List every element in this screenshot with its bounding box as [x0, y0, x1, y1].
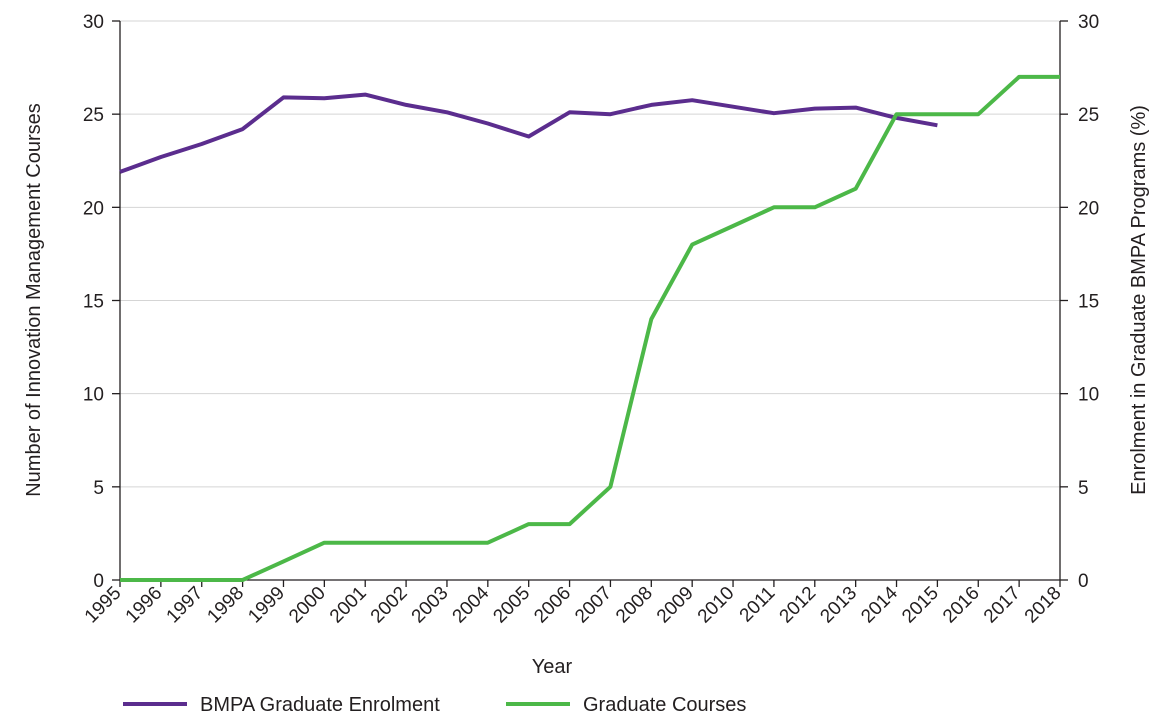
x-tick-label: 1998	[203, 583, 248, 628]
legend: BMPA Graduate Enrolment Graduate Courses	[123, 694, 746, 714]
x-axis-title: Year	[532, 656, 573, 678]
right-y-tick-label: 5	[1078, 478, 1089, 499]
left-y-tick-label: 10	[83, 385, 104, 406]
graduate-courses-line	[120, 74, 1060, 582]
right-y-ticks: 0 5 10 15 20 25 30	[1060, 12, 1099, 592]
left-y-ticks: 0 5 10 15 20 25 30	[83, 12, 120, 592]
x-tick-label: 2010	[694, 583, 739, 628]
x-tick-label: 2006	[530, 583, 575, 628]
x-ticks: 1995199619971998199920002001200220032004…	[81, 580, 1066, 627]
left-y-tick-label: 20	[83, 198, 104, 219]
x-tick-label: 2002	[367, 583, 412, 628]
legend-label-courses: Graduate Courses	[583, 694, 746, 714]
right-y-axis-title: Enrolment in Graduate BMPA Programs (%)	[1128, 105, 1150, 495]
x-tick-label: 2015	[898, 583, 943, 628]
x-tick-label: 2001	[326, 583, 371, 628]
x-tick-label: 2005	[489, 583, 534, 628]
right-y-tick-label: 20	[1078, 198, 1099, 219]
x-tick-label: 1996	[122, 583, 167, 628]
x-tick-label: 2017	[980, 583, 1025, 628]
x-tick-label: 2011	[736, 583, 780, 627]
right-y-tick-label: 30	[1078, 12, 1099, 33]
left-y-tick-label: 0	[93, 571, 104, 592]
x-tick-label: 1995	[81, 583, 126, 628]
right-y-tick-label: 15	[1078, 292, 1099, 313]
x-tick-label: 2007	[571, 583, 616, 628]
x-tick-label: 1999	[244, 583, 289, 628]
left-y-axis-title: Number of Innovation Management Courses	[23, 103, 45, 497]
right-y-tick-label: 25	[1078, 105, 1099, 126]
x-tick-label: 2013	[816, 583, 861, 628]
x-tick-label: 2000	[285, 583, 330, 628]
x-tick-label: 2014	[857, 582, 902, 627]
left-y-tick-label: 15	[83, 292, 104, 313]
series-lines	[119, 74, 1060, 582]
left-y-tick-label: 30	[83, 12, 104, 33]
x-tick-label: 2012	[776, 583, 821, 628]
legend-label-enrolment: BMPA Graduate Enrolment	[200, 694, 440, 714]
right-y-tick-label: 0	[1078, 571, 1089, 592]
x-tick-label: 1997	[163, 583, 208, 628]
x-tick-label: 2018	[1021, 583, 1066, 628]
x-tick-label: 2008	[612, 583, 657, 628]
x-tick-label: 2004	[449, 582, 494, 627]
x-tick-label: 2003	[408, 583, 453, 628]
x-tick-label: 2009	[653, 583, 698, 628]
left-y-tick-label: 25	[83, 105, 104, 126]
right-y-tick-label: 10	[1078, 385, 1099, 406]
bmpa-graduate-enrolment-line	[119, 92, 938, 174]
left-y-tick-label: 5	[93, 478, 104, 499]
x-tick-label: 2016	[939, 583, 984, 628]
grid-lines	[120, 20, 1060, 488]
